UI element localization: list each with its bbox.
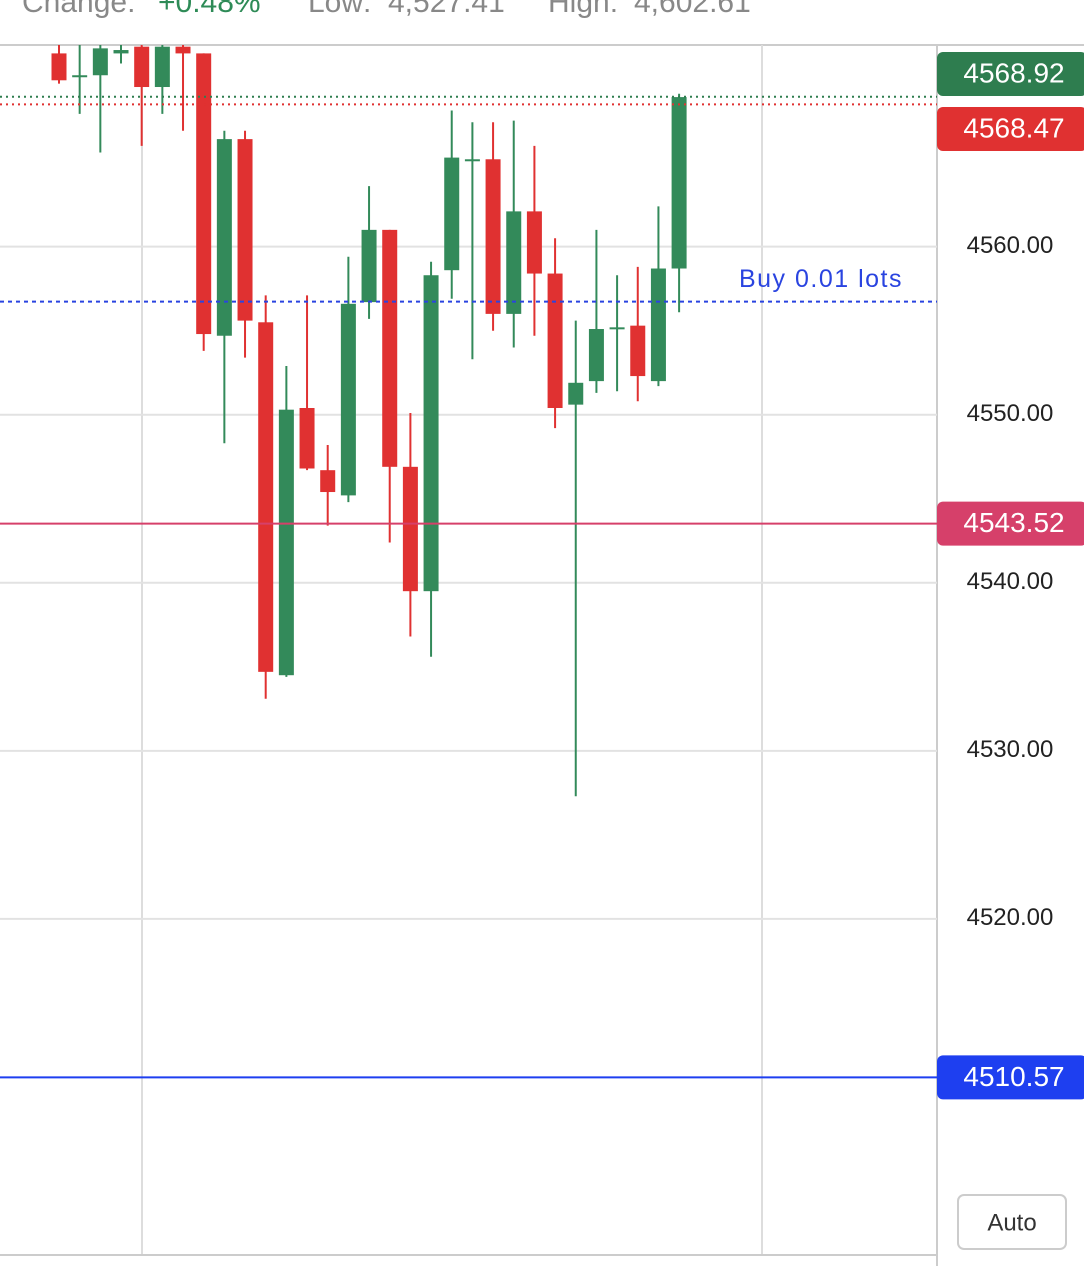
price-tag [937,1055,1084,1100]
auto-button-label[interactable]: Auto [987,1209,1036,1236]
plot [0,45,937,1079]
candle-body [320,470,336,493]
candle-body [423,275,439,592]
candle-body [526,211,542,274]
candle-body [630,325,646,377]
price-tag [937,501,1084,546]
candle-body [299,408,315,469]
change-label: Change: [22,0,135,19]
header: Change: +0.48% Low: 4,527.41 High: 4,602… [22,0,751,19]
candle-body [113,50,129,54]
candle-body [547,273,563,408]
y-tick-label: 4540.00 [967,568,1054,595]
candle-body [340,303,356,496]
candle-body [588,329,604,382]
candle-body [51,53,67,81]
price-tag-label: 4543.52 [963,507,1064,538]
y-tick-label: 4520.00 [967,904,1054,931]
candle-body [650,268,666,382]
candle-body [154,46,170,88]
candle-body [196,53,212,335]
auto-button[interactable]: Auto [957,1194,1067,1250]
candle-body [258,322,274,672]
auto-button-box[interactable] [957,1194,1067,1250]
price-tag [937,107,1084,151]
candle-body [609,327,625,330]
y-tick-label: 4530.00 [967,736,1054,763]
candle-body [402,466,418,592]
candle-body [134,46,150,88]
candle-body [237,139,253,321]
candle-body [216,139,232,336]
candle-body [361,229,377,303]
price-tag-label: 4568.92 [963,57,1064,88]
candle-body [464,159,480,162]
change: +0.48% [158,0,261,19]
low-label: Low: [308,0,371,19]
candle-body [72,75,88,78]
candle-body [278,409,294,676]
price-tag [937,52,1084,96]
candle-body [671,97,687,269]
order-label: Buy 0.01 lots [739,265,903,293]
price-tag-label: 4568.47 [963,112,1064,143]
y-tick-label: 4560.00 [967,232,1054,259]
high-label: High: [548,0,618,19]
candle-body [506,211,522,314]
candle-body [485,159,501,314]
y-tick-label: 4550.00 [967,400,1054,427]
low: 4,527.41 [388,0,505,19]
candle-body [568,382,584,405]
candle-body [382,229,398,467]
candle-body [92,48,108,76]
price-tag-label: 4510.57 [963,1061,1064,1092]
candle-body [444,157,460,271]
candle-body [175,46,191,54]
high: 4,602.61 [634,0,751,19]
